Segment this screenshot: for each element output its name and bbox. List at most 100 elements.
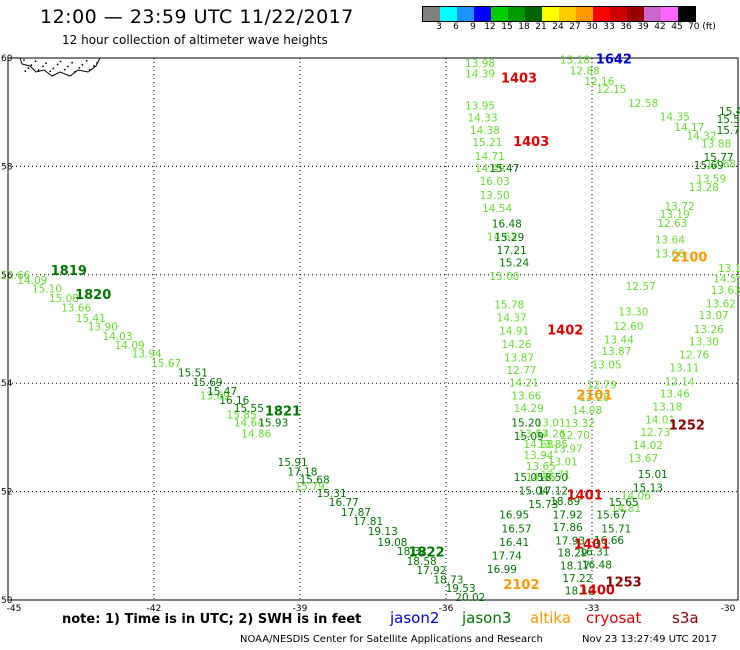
- coastline-island: [59, 60, 62, 63]
- swh-value: 13.07: [699, 310, 729, 322]
- swh-value: 15.31: [317, 488, 347, 500]
- swh-value: 15.04: [519, 485, 549, 497]
- swh-value: 14.29: [514, 403, 544, 415]
- pass-time-label: 1403: [513, 135, 549, 150]
- swh-value: 14.06: [621, 491, 651, 503]
- swh-value: 15.24: [499, 258, 529, 270]
- swh-value: 13.66: [0, 270, 30, 282]
- swh-value: 13.87: [601, 346, 631, 358]
- coastline-island: [34, 60, 37, 63]
- coastline-island: [42, 65, 44, 68]
- colorbar-label: 9: [470, 22, 476, 32]
- swh-value: 12.68: [706, 158, 736, 170]
- swh-value: 16.31: [579, 547, 609, 559]
- swh-value: 13.95: [465, 100, 495, 112]
- colorbar-label: 70 (ft): [688, 22, 716, 32]
- lat-tick-label: 60: [1, 54, 13, 64]
- swh-value: 12.70: [560, 430, 590, 442]
- pass-time-label: 2100: [671, 250, 707, 265]
- colorbar-swatch: [661, 7, 678, 21]
- swh-value: 13.66: [655, 248, 685, 260]
- swh-value: 14.17: [674, 122, 704, 134]
- lat-tick-label: 56: [1, 271, 13, 281]
- swh-value: 12.79: [587, 380, 617, 392]
- swh-value: 19.13: [368, 526, 398, 538]
- legend-altika: altika: [530, 609, 572, 627]
- swh-value: 15.4: [719, 106, 740, 118]
- swh-value: 14.71: [475, 151, 505, 163]
- swh-value: 13.87: [504, 353, 534, 365]
- legend-jason3: jason3: [462, 609, 512, 627]
- swh-value: 20.02: [455, 592, 485, 604]
- colorbar-swatch: [508, 7, 525, 21]
- lat-tick-label: 58: [1, 162, 13, 172]
- swh-value: 14.09: [17, 275, 47, 287]
- colorbar-label: 42: [654, 22, 666, 32]
- swh-value: 14.35: [660, 111, 690, 123]
- swh-value: 14.63: [487, 232, 517, 244]
- coastline-island: [45, 62, 47, 65]
- legend-cryosat: cryosat: [586, 609, 642, 627]
- swh-value: 14.64: [234, 418, 264, 430]
- swh-value: 14.33: [467, 112, 497, 124]
- swh-value: 13.46: [660, 388, 690, 400]
- legend-s3a: s3a: [672, 609, 699, 627]
- swh-value: 18.58: [407, 556, 437, 568]
- colorbar-swatch: [457, 7, 474, 21]
- coastline-island: [93, 65, 95, 67]
- swh-value: 13.28: [579, 392, 609, 404]
- coastline-island: [27, 67, 30, 69]
- swh-value: 15.41: [76, 313, 106, 325]
- coastline-island: [81, 63, 84, 66]
- pass-time-label: 1403: [501, 71, 537, 86]
- swh-value: 14.37: [497, 312, 527, 324]
- swh-value: 16.41: [499, 537, 529, 549]
- swh-value: 12.73: [640, 427, 670, 439]
- coastline-island: [63, 68, 66, 71]
- swh-value: 13.01: [548, 457, 578, 469]
- map-frame: [7, 57, 739, 601]
- swh-value: 18.12: [565, 586, 595, 598]
- wave-height-colorbar: [422, 6, 696, 22]
- swh-value: 13.32: [565, 418, 595, 430]
- colorbar-swatch: [610, 7, 627, 21]
- pass-time-label: 1253: [606, 575, 642, 590]
- colorbar-label: 12: [484, 22, 496, 32]
- colorbar-swatch: [491, 7, 508, 21]
- swh-value: 18.29: [558, 548, 588, 560]
- swh-value: 13.67: [628, 453, 658, 465]
- swh-value: 15.47: [207, 386, 237, 398]
- swh-value: 15.51: [178, 368, 208, 380]
- swh-value: 17.93: [555, 536, 585, 548]
- swh-value: 15.77: [704, 152, 734, 164]
- swh-value: 14.86: [241, 428, 271, 440]
- colorbar-label: 3: [436, 22, 442, 32]
- swh-value: 13.85: [538, 439, 568, 451]
- pass-time-label: 2102: [503, 578, 539, 593]
- coastline-island: [66, 65, 69, 68]
- swh-value: 16.03: [480, 176, 510, 188]
- swh-value: 15.69: [694, 160, 724, 172]
- lat-tick-label: 50: [1, 596, 13, 606]
- coastline-island: [85, 60, 88, 62]
- swh-value: 13.72: [665, 201, 695, 213]
- colorbar-swatch: [593, 7, 610, 21]
- coastline-island: [56, 63, 59, 66]
- swh-value: 14.01: [645, 414, 675, 426]
- lon-tick-label: -30: [721, 604, 736, 614]
- satellite-legend: jason2 jason3 altika cryosat s3a: [0, 609, 740, 629]
- swh-value: 17.22: [562, 573, 592, 585]
- swh-value: 13.64: [655, 234, 685, 246]
- swh-value: 12.88: [570, 65, 600, 77]
- colorbar-label: 45: [671, 22, 683, 32]
- credit-line: NOAA/NESDIS Center for Satellite Applica…: [240, 634, 543, 645]
- swh-value: 16.48: [582, 560, 612, 572]
- swh-value: 13.59: [696, 174, 726, 186]
- swh-value: 14.02: [633, 440, 663, 452]
- swh-value: 12.71: [540, 470, 570, 482]
- swh-value: 15.00: [489, 271, 519, 283]
- swh-value: 13.69: [200, 390, 230, 402]
- lon-tick-label: -39: [293, 604, 308, 614]
- coastline-island: [49, 70, 52, 73]
- lat-tick-label: 54: [1, 379, 13, 389]
